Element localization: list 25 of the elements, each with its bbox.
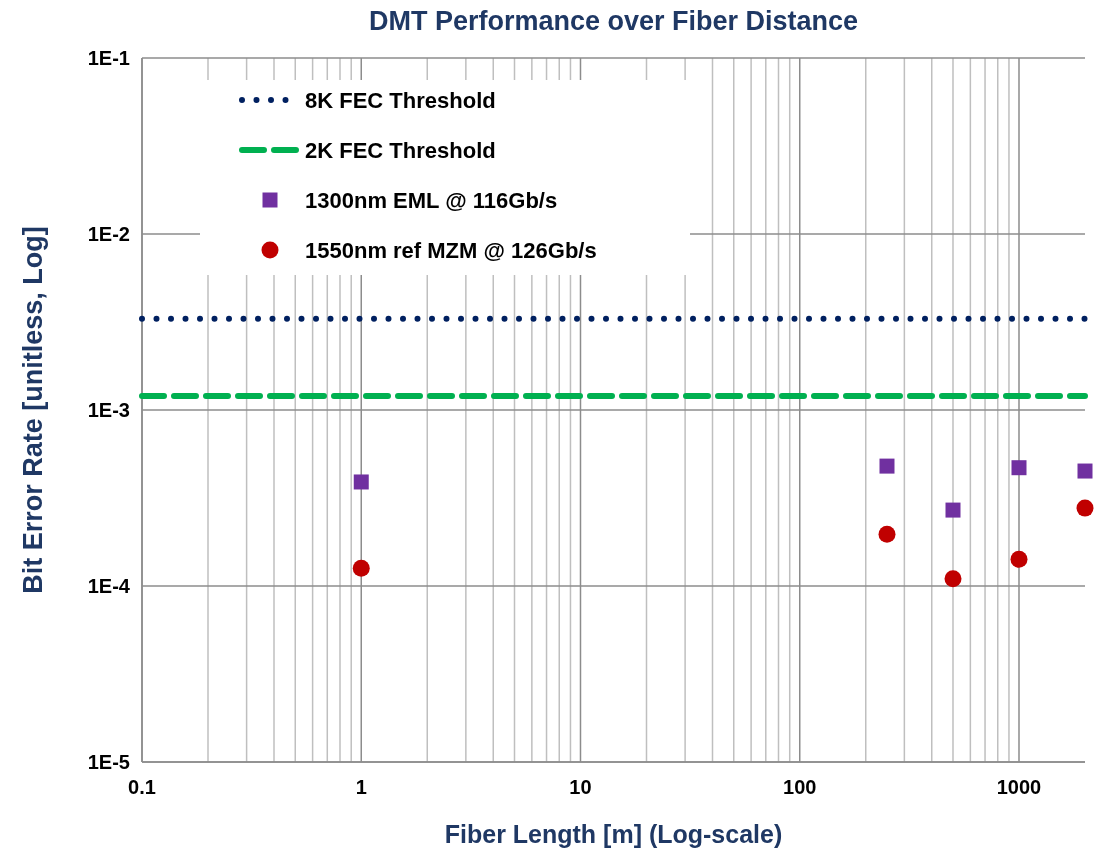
y-tick-label: 1E-1 [87,47,130,69]
x-tick-label: 10 [569,776,592,798]
y-tick-label: 1E-2 [87,223,130,245]
legend-label: 8K FEC Threshold [305,88,496,113]
point [1011,460,1027,476]
point [878,525,896,543]
y-tick-label: 1E-5 [87,751,130,773]
legend-label: 2K FEC Threshold [305,138,496,163]
x-tick-label: 1 [355,776,367,798]
point [1077,463,1093,479]
x-axis-title: Fiber Length [m] (Log-scale) [444,820,783,848]
point [1010,550,1028,568]
legend-label: 1300nm EML @ 116Gb/s [305,188,558,213]
point [1076,499,1094,517]
x-tick-label: 1000 [996,776,1042,798]
x-tick-label: 100 [783,776,817,798]
x-tick-label: 0.1 [128,776,156,798]
y-tick-label: 1E-3 [87,399,130,421]
chart-title: DMT Performance over Fiber Distance [368,6,859,36]
y-axis-title: Bit Error Rate [unitless, Log] [18,226,48,594]
point [945,502,961,518]
legend-label: 1550nm ref MZM @ 126Gb/s [305,238,597,263]
point [944,570,962,588]
point [879,458,895,474]
y-tick-label: 1E-4 [87,575,131,597]
